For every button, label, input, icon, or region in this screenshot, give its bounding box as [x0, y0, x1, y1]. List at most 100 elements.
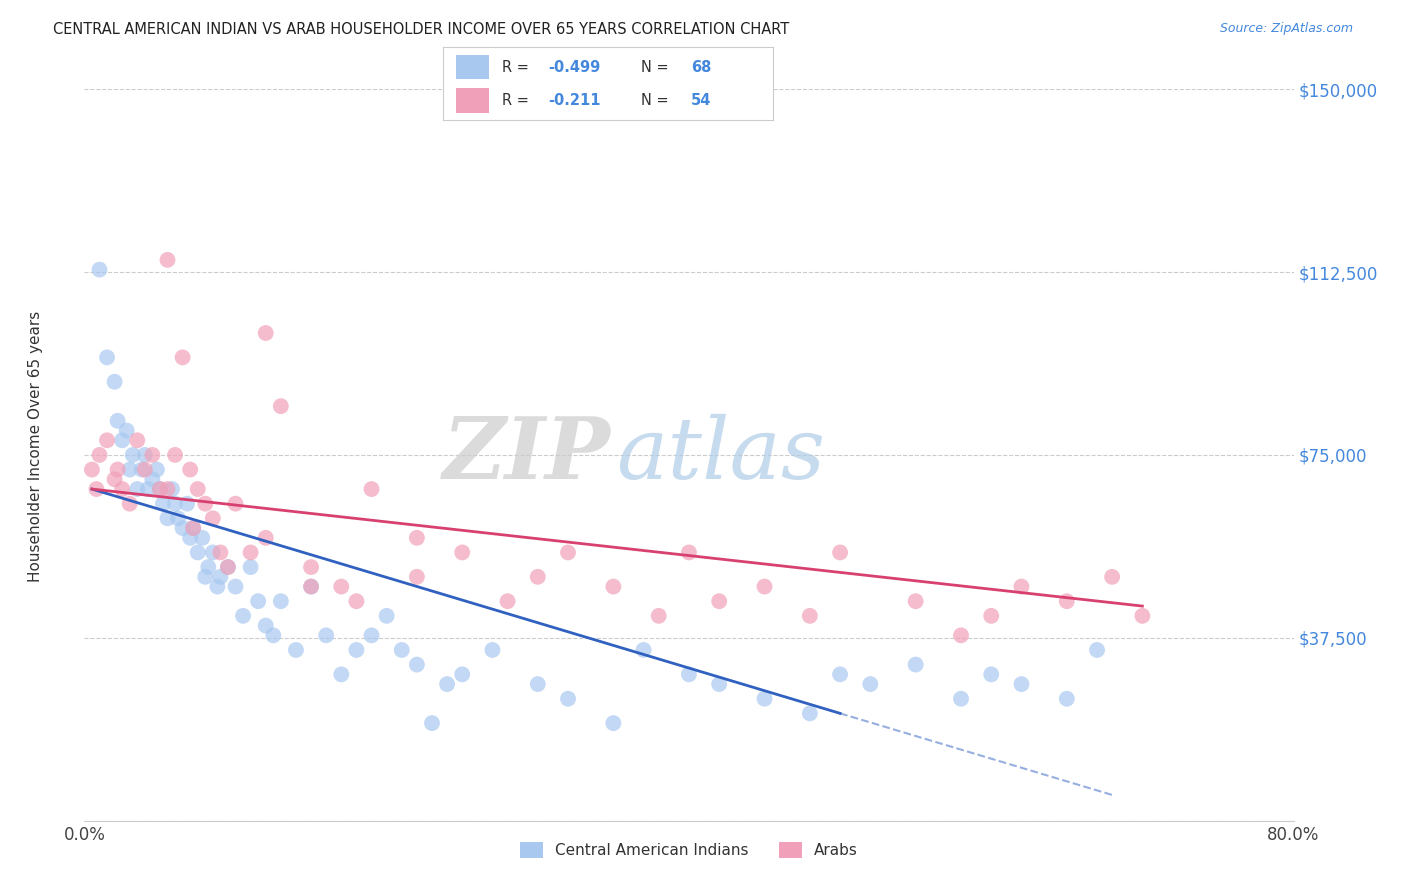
Point	[156, 482, 179, 496]
Point	[239, 560, 262, 574]
Point	[330, 667, 353, 681]
Point	[141, 472, 163, 486]
Point	[217, 560, 239, 574]
Point	[1056, 691, 1078, 706]
Point	[209, 545, 232, 559]
Point	[980, 608, 1002, 623]
Point	[104, 375, 127, 389]
Point	[121, 448, 143, 462]
Point	[315, 628, 337, 642]
Point	[187, 545, 209, 559]
Point	[1132, 608, 1154, 623]
Point	[254, 326, 277, 340]
Point	[217, 560, 239, 574]
Point	[207, 580, 229, 594]
Text: N =: N =	[641, 93, 673, 108]
Text: atlas: atlas	[616, 414, 825, 496]
Point	[950, 628, 973, 642]
Text: -0.211: -0.211	[548, 93, 602, 108]
Point	[375, 608, 398, 623]
Point	[406, 570, 429, 584]
Point	[859, 677, 882, 691]
Point	[107, 462, 129, 476]
Point	[436, 677, 458, 691]
Point	[451, 667, 474, 681]
Point	[1085, 643, 1108, 657]
Point	[156, 511, 179, 525]
Point	[149, 482, 172, 496]
Point	[111, 434, 134, 448]
Point	[360, 628, 382, 642]
Point	[1011, 580, 1033, 594]
Point	[104, 472, 127, 486]
Point	[1101, 570, 1123, 584]
Point	[830, 545, 852, 559]
Point	[346, 594, 368, 608]
Point	[146, 462, 169, 476]
Point	[254, 618, 277, 632]
Point	[950, 691, 973, 706]
Point	[96, 351, 118, 365]
Text: ZIP: ZIP	[443, 413, 610, 497]
Point	[111, 482, 134, 496]
Point	[799, 608, 821, 623]
Point	[201, 545, 224, 559]
Point	[247, 594, 270, 608]
Point	[270, 399, 292, 413]
Point	[191, 531, 214, 545]
Legend: Central American Indians, Arabs: Central American Indians, Arabs	[513, 836, 865, 864]
Point	[451, 545, 474, 559]
Point	[131, 462, 153, 476]
Point	[239, 545, 262, 559]
Text: 68: 68	[690, 60, 711, 75]
Point	[134, 448, 156, 462]
Point	[678, 667, 700, 681]
Point	[167, 511, 190, 525]
Point	[172, 351, 194, 365]
Point	[799, 706, 821, 721]
Point	[557, 691, 579, 706]
Point	[1056, 594, 1078, 608]
Point	[299, 580, 322, 594]
Point	[496, 594, 519, 608]
Point	[420, 716, 443, 731]
Point	[602, 716, 624, 731]
Point	[181, 521, 204, 535]
Point	[754, 691, 776, 706]
Point	[156, 252, 179, 267]
Point	[89, 448, 111, 462]
Point	[181, 521, 204, 535]
Point	[165, 448, 187, 462]
Point	[285, 643, 308, 657]
Point	[346, 643, 368, 657]
Point	[118, 462, 141, 476]
Text: 54: 54	[690, 93, 711, 108]
Point	[360, 482, 382, 496]
Point	[648, 608, 671, 623]
Text: R =: R =	[502, 93, 538, 108]
Point	[152, 497, 174, 511]
Point	[194, 570, 217, 584]
Point	[678, 545, 700, 559]
Point	[557, 545, 579, 559]
Point	[633, 643, 655, 657]
Point	[299, 580, 322, 594]
Point	[160, 482, 183, 496]
Point	[118, 497, 141, 511]
Point	[197, 560, 219, 574]
Point	[149, 482, 172, 496]
Text: CENTRAL AMERICAN INDIAN VS ARAB HOUSEHOLDER INCOME OVER 65 YEARS CORRELATION CHA: CENTRAL AMERICAN INDIAN VS ARAB HOUSEHOL…	[53, 22, 790, 37]
Point	[602, 580, 624, 594]
Point	[1011, 677, 1033, 691]
Point	[179, 531, 201, 545]
Point	[80, 462, 103, 476]
Point	[709, 677, 731, 691]
Point	[225, 497, 247, 511]
Point	[481, 643, 503, 657]
Point	[115, 424, 138, 438]
Point	[179, 462, 201, 476]
Point	[176, 497, 198, 511]
Point	[406, 531, 429, 545]
Point	[330, 580, 353, 594]
Point	[232, 608, 254, 623]
